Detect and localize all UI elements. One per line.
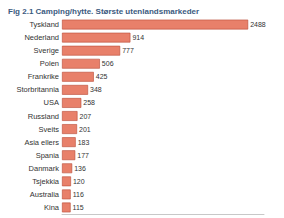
svg-text:Asia ellers: Asia ellers — [24, 138, 59, 147]
svg-text:Nederland: Nederland — [24, 33, 59, 42]
svg-text:116: 116 — [73, 191, 84, 198]
svg-text:Fig 2.1 Camping/hytte. Største: Fig 2.1 Camping/hytte. Største utenlands… — [8, 7, 199, 16]
svg-text:2488: 2488 — [250, 21, 266, 28]
svg-text:Storbritannia: Storbritannia — [16, 85, 59, 94]
svg-text:Tyskland: Tyskland — [29, 20, 59, 29]
svg-text:258: 258 — [83, 99, 95, 106]
svg-text:Frankrike: Frankrike — [28, 72, 59, 81]
svg-text:348: 348 — [90, 86, 102, 93]
svg-text:Australia: Australia — [30, 190, 60, 199]
svg-text:Spania: Spania — [36, 151, 60, 160]
svg-text:177: 177 — [77, 152, 89, 159]
svg-text:Danmark: Danmark — [29, 164, 60, 173]
svg-text:506: 506 — [102, 60, 114, 67]
svg-text:Kina: Kina — [44, 203, 60, 212]
svg-text:115: 115 — [73, 204, 84, 211]
svg-text:207: 207 — [79, 113, 91, 120]
svg-text:914: 914 — [132, 34, 144, 41]
svg-text:777: 777 — [122, 47, 134, 54]
svg-text:136: 136 — [74, 165, 86, 172]
svg-text:Sverige: Sverige — [34, 46, 59, 55]
svg-text:Sveits: Sveits — [39, 125, 60, 134]
svg-text:Polen: Polen — [40, 59, 59, 68]
svg-text:201: 201 — [79, 126, 91, 133]
svg-text:425: 425 — [96, 73, 108, 80]
svg-text:120: 120 — [73, 178, 85, 185]
svg-text:183: 183 — [78, 139, 90, 146]
svg-text:Tsjekkia: Tsjekkia — [32, 177, 60, 186]
svg-text:Russland: Russland — [28, 112, 59, 121]
svg-text:USA: USA — [44, 98, 59, 107]
